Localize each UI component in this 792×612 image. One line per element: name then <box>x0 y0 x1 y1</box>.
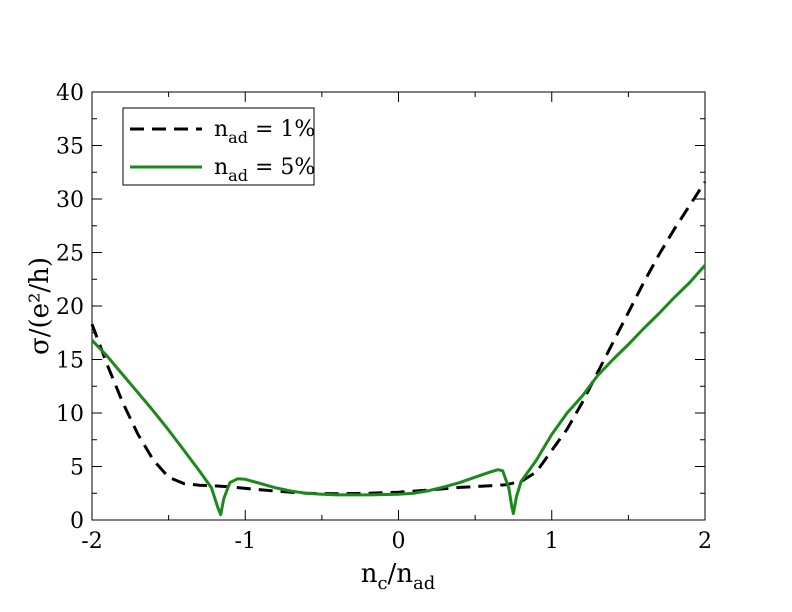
x-axis-label: nc/nad <box>361 559 436 594</box>
y-tick-label: 0 <box>70 509 84 534</box>
x-tick-label: 1 <box>545 529 559 554</box>
x-tick-label: -2 <box>81 529 102 554</box>
y-tick-label: 15 <box>56 349 84 374</box>
series-line-1 <box>90 181 707 496</box>
x-tick-label: 0 <box>392 529 406 554</box>
y-tick-label: 20 <box>56 295 84 320</box>
y-tick-label: 5 <box>70 456 84 481</box>
y-tick-label: 30 <box>56 188 84 213</box>
x-axis-label-sub: c <box>377 573 387 594</box>
legend-label-1-main: n <box>214 117 228 142</box>
legend-label-1: nad = 1% <box>214 117 315 147</box>
x-axis-label-sub2: ad <box>413 573 435 594</box>
legend-label-2-sub: ad <box>228 166 248 185</box>
series-line-2 <box>90 264 707 517</box>
x-tick-label: -1 <box>235 529 256 554</box>
y-tick-label: 25 <box>56 242 84 267</box>
x-tick-label: 2 <box>698 529 712 554</box>
x-axis-label-main: n <box>361 559 378 589</box>
legend-label-2: nad = 5% <box>214 155 315 185</box>
legend-label-2-rest: = 5% <box>248 155 315 180</box>
legend-label-1-rest: = 1% <box>248 117 315 142</box>
series-layer <box>90 181 707 517</box>
y-tick-label: 40 <box>56 81 84 106</box>
x-axis-label-sep: /n <box>388 559 414 589</box>
legend: nad = 1% nad = 5% <box>122 107 315 186</box>
y-axis-label: σ/(e²/h) <box>25 257 55 355</box>
y-axis: 0 5 10 15 20 25 30 35 40 <box>56 81 705 534</box>
legend-box <box>122 107 315 186</box>
y-tick-label: 10 <box>56 402 84 427</box>
legend-label-2-main: n <box>214 155 228 180</box>
x-axis: -2 -1 0 1 2 <box>81 92 712 554</box>
y-tick-label: 35 <box>56 135 84 160</box>
legend-label-1-sub: ad <box>228 128 248 147</box>
